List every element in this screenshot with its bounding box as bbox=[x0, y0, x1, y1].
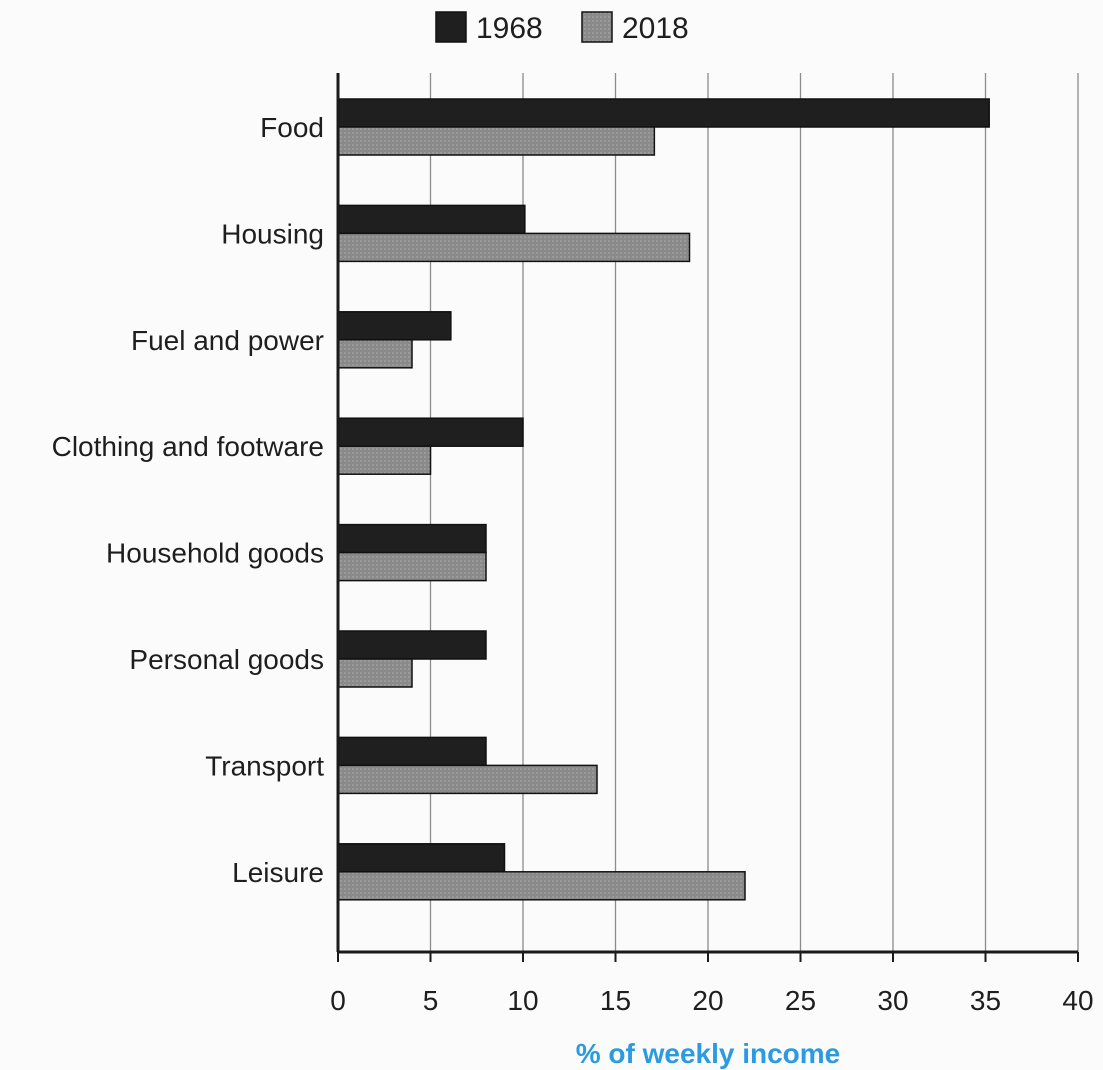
category-labels: Food Housing Fuel and power Clothing and fo… bbox=[52, 112, 325, 888]
bar-1968-household-goods bbox=[337, 523, 487, 554]
category-label: Fuel and power bbox=[131, 325, 324, 356]
bar-2018-personal-goods bbox=[337, 658, 413, 688]
bar-2018-housing bbox=[337, 232, 691, 263]
bar-2018-transport bbox=[337, 764, 598, 795]
x-tick-label: 25 bbox=[785, 985, 816, 1016]
bar-1968-food bbox=[337, 98, 990, 128]
bar-1968-leisure bbox=[337, 843, 506, 873]
x-tick-label: 15 bbox=[600, 985, 631, 1016]
chart-legend: 1968 2018 bbox=[435, 11, 689, 45]
x-tick-label: 30 bbox=[877, 985, 908, 1016]
category-label: Leisure bbox=[232, 857, 324, 888]
category-label: Transport bbox=[205, 750, 324, 781]
legend-label-2018: 2018 bbox=[622, 12, 689, 45]
x-tick-label: 40 bbox=[1062, 985, 1093, 1016]
x-tick-label: 0 bbox=[330, 985, 346, 1016]
x-tick-label: 5 bbox=[423, 985, 439, 1016]
x-tick-label: 10 bbox=[507, 985, 538, 1016]
x-tick-label: 20 bbox=[692, 985, 723, 1016]
bar-1968-clothing-and-footware bbox=[337, 417, 524, 447]
category-label: Household goods bbox=[106, 538, 324, 569]
bar-1968-fuel-and-power bbox=[337, 311, 452, 341]
bar-2018-clothing-and-footware bbox=[337, 445, 432, 475]
legend-label-1968: 1968 bbox=[476, 12, 543, 45]
bar-1968-transport bbox=[337, 736, 487, 767]
bars bbox=[337, 98, 990, 901]
x-tick-label: 35 bbox=[970, 985, 1001, 1016]
category-label: Food bbox=[260, 112, 324, 143]
x-axis-title: % of weekly income bbox=[576, 1038, 841, 1069]
category-label: Personal goods bbox=[129, 644, 324, 675]
bar-1968-housing bbox=[337, 204, 526, 235]
x-tick-labels: 0 5 10 15 20 25 30 35 40 bbox=[330, 985, 1093, 1016]
bar-2018-leisure bbox=[337, 871, 746, 901]
bar-2018-food bbox=[337, 126, 656, 156]
gridlines bbox=[429, 73, 1079, 952]
axes bbox=[336, 73, 1079, 962]
category-label: Clothing and footware bbox=[52, 431, 324, 462]
legend-swatch-2018 bbox=[581, 11, 613, 43]
legend-swatch-1968 bbox=[435, 11, 467, 43]
bar-2018-fuel-and-power bbox=[337, 339, 413, 369]
bar-2018-household-goods bbox=[337, 551, 487, 582]
bar-1968-personal-goods bbox=[337, 630, 487, 660]
category-label: Housing bbox=[221, 218, 324, 249]
